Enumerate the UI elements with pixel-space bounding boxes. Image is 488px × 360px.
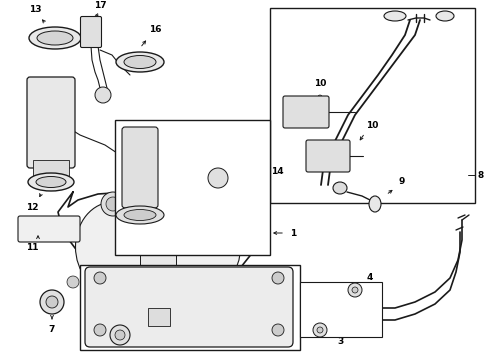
Bar bbox=[148, 163, 162, 173]
FancyBboxPatch shape bbox=[18, 216, 80, 242]
Ellipse shape bbox=[28, 173, 74, 191]
Text: 17: 17 bbox=[94, 0, 106, 9]
Circle shape bbox=[94, 324, 106, 336]
Text: 5: 5 bbox=[85, 275, 91, 284]
Text: 9: 9 bbox=[398, 177, 405, 186]
Text: 16: 16 bbox=[148, 26, 161, 35]
Circle shape bbox=[222, 291, 234, 303]
Text: 13: 13 bbox=[29, 5, 41, 14]
FancyBboxPatch shape bbox=[122, 127, 158, 208]
Bar bbox=[140, 217, 176, 277]
Bar bbox=[33, 160, 69, 178]
FancyBboxPatch shape bbox=[85, 267, 292, 347]
Circle shape bbox=[191, 192, 215, 216]
Circle shape bbox=[95, 87, 111, 103]
Text: 7: 7 bbox=[49, 325, 55, 334]
Text: 14: 14 bbox=[270, 167, 283, 176]
FancyBboxPatch shape bbox=[81, 17, 102, 48]
Circle shape bbox=[271, 272, 284, 284]
Circle shape bbox=[316, 327, 323, 333]
Text: 1: 1 bbox=[289, 229, 296, 238]
Bar bbox=[80, 265, 299, 350]
Circle shape bbox=[271, 324, 284, 336]
Bar bbox=[148, 308, 170, 326]
Ellipse shape bbox=[435, 11, 453, 21]
Circle shape bbox=[110, 325, 130, 345]
FancyBboxPatch shape bbox=[27, 77, 75, 168]
Ellipse shape bbox=[75, 202, 150, 292]
Ellipse shape bbox=[332, 182, 346, 194]
Circle shape bbox=[106, 197, 120, 211]
Text: 10: 10 bbox=[365, 122, 377, 130]
Text: 18: 18 bbox=[215, 140, 228, 149]
Circle shape bbox=[351, 287, 357, 293]
Ellipse shape bbox=[124, 210, 156, 220]
FancyBboxPatch shape bbox=[283, 96, 328, 128]
Bar bbox=[269, 8, 474, 203]
Ellipse shape bbox=[124, 55, 156, 68]
Ellipse shape bbox=[29, 27, 81, 49]
Circle shape bbox=[40, 290, 64, 314]
Ellipse shape bbox=[116, 206, 163, 224]
Ellipse shape bbox=[116, 52, 163, 72]
Text: 4: 4 bbox=[366, 273, 372, 282]
Circle shape bbox=[101, 192, 125, 216]
Circle shape bbox=[82, 291, 94, 303]
Circle shape bbox=[237, 276, 248, 288]
Text: 10: 10 bbox=[313, 80, 325, 89]
Circle shape bbox=[115, 330, 125, 340]
Circle shape bbox=[196, 197, 209, 211]
Text: 12: 12 bbox=[26, 203, 38, 212]
Ellipse shape bbox=[383, 11, 405, 21]
Text: 2: 2 bbox=[285, 303, 290, 312]
Circle shape bbox=[94, 272, 106, 284]
Circle shape bbox=[207, 168, 227, 188]
Circle shape bbox=[347, 283, 361, 297]
Text: 6: 6 bbox=[144, 338, 151, 346]
Circle shape bbox=[67, 276, 79, 288]
FancyBboxPatch shape bbox=[305, 140, 349, 172]
Ellipse shape bbox=[36, 176, 66, 188]
Ellipse shape bbox=[37, 31, 73, 45]
Text: 8: 8 bbox=[477, 171, 483, 180]
Bar bbox=[299, 282, 381, 337]
Circle shape bbox=[46, 296, 58, 308]
Text: 15: 15 bbox=[168, 228, 181, 237]
Text: 3: 3 bbox=[336, 338, 343, 346]
Ellipse shape bbox=[368, 196, 380, 212]
Ellipse shape bbox=[165, 202, 240, 292]
Bar bbox=[115, 120, 269, 255]
Text: 11: 11 bbox=[26, 243, 38, 252]
Circle shape bbox=[312, 323, 326, 337]
